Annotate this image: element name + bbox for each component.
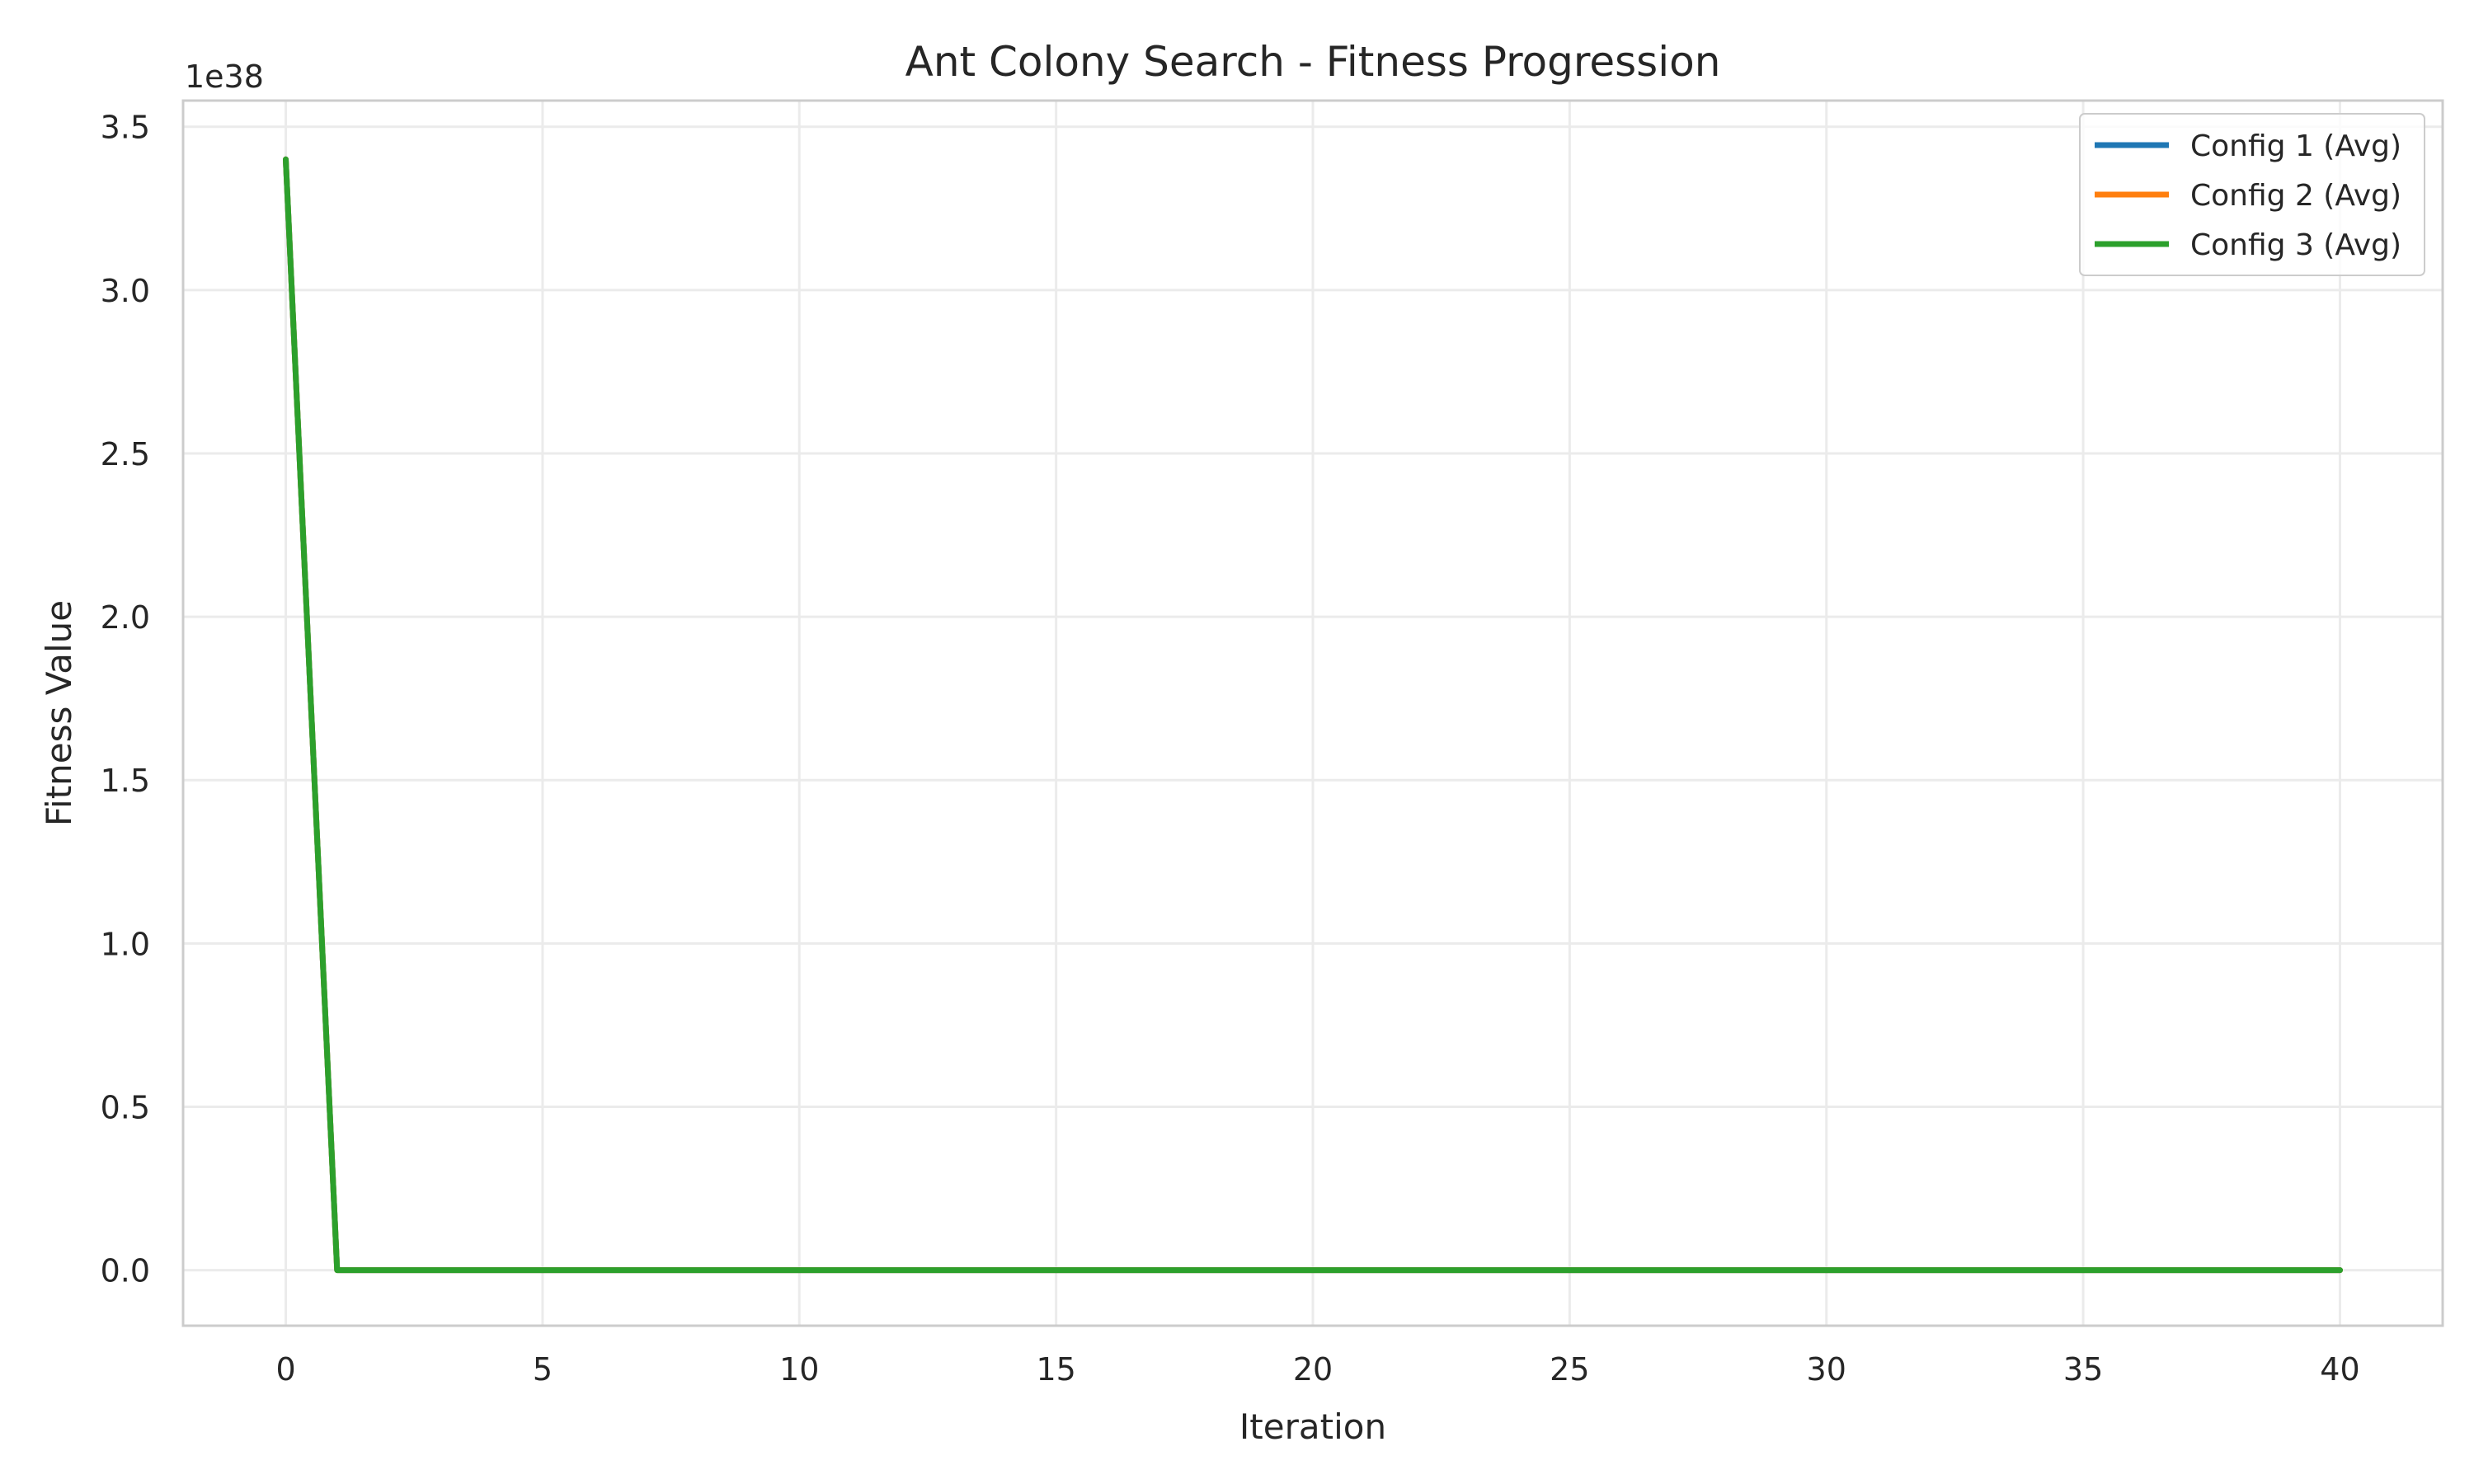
x-tick-label: 40 <box>2320 1351 2359 1388</box>
plot-frame <box>181 99 2444 1327</box>
y-tick-label: 3.5 <box>101 110 150 146</box>
y-tick-label: 1.5 <box>101 763 150 799</box>
x-tick-label: 30 <box>1807 1351 1846 1388</box>
y-tick-label: 2.5 <box>101 436 150 472</box>
y-tick-label: 2.0 <box>101 599 150 636</box>
y-tick-label: 1.0 <box>101 926 150 962</box>
axis-ticks: 0 5 10 15 20 25 30 35 40 0.0 0.5 1.0 1.5 2.0 2.5 3.0 3.5 <box>101 110 2360 1388</box>
x-tick-label: 15 <box>1036 1351 1075 1388</box>
x-tick-label: 10 <box>779 1351 819 1388</box>
x-tick-label: 20 <box>1293 1351 1333 1388</box>
legend-label-config-3: Config 3 (Avg) <box>2190 228 2401 262</box>
y-tick-label: 3.0 <box>101 273 150 309</box>
y-tick-label: 0.5 <box>101 1090 150 1126</box>
x-tick-label: 25 <box>1550 1351 1589 1388</box>
legend-label-config-2: Config 2 (Avg) <box>2190 179 2401 213</box>
y-offset-label: 1e38 <box>185 59 264 95</box>
x-tick-label: 35 <box>2063 1351 2103 1388</box>
legend-label-config-1: Config 1 (Avg) <box>2190 129 2401 163</box>
x-tick-label: 0 <box>275 1351 295 1388</box>
x-axis-label: Iteration <box>1239 1407 1386 1447</box>
series-lines <box>283 156 2343 1274</box>
chart-title: Ant Colony Search - Fitness Progression <box>905 38 1721 86</box>
series-line-config-3 <box>283 156 2343 1274</box>
y-axis-label: Fitness Value <box>39 600 79 826</box>
legend-frame <box>2079 113 2425 276</box>
x-tick-label: 5 <box>533 1351 553 1388</box>
legend: Config 1 (Avg) Config 2 (Avg) Config 3 (… <box>2079 113 2425 276</box>
y-tick-label: 0.0 <box>101 1253 150 1289</box>
